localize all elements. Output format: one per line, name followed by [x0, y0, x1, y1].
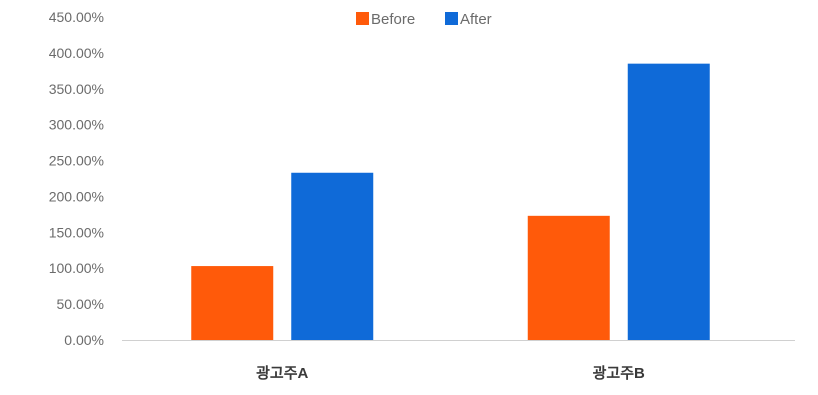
y-tick-label: 250.00%: [49, 153, 104, 169]
bar-before-2: [527, 215, 610, 340]
legend-swatch-after: [445, 12, 458, 25]
bar-before-1: [191, 266, 274, 340]
legend-swatch-before: [356, 12, 369, 25]
chart-legend: Before After: [356, 11, 492, 28]
bar-after-2: [627, 63, 710, 341]
x-tick-label: 광고주A: [256, 364, 308, 382]
y-tick-label: 100.00%: [49, 260, 104, 276]
bar-group: [191, 63, 710, 341]
y-tick-label: 0.00%: [64, 332, 104, 348]
legend-label-before: Before: [371, 11, 415, 28]
y-tick-label: 200.00%: [49, 188, 104, 204]
y-tick-label: 450.00%: [49, 9, 104, 25]
y-tick-label: 350.00%: [49, 81, 104, 97]
x-tick-label: 광고주B: [593, 364, 645, 382]
y-tick-label: 150.00%: [49, 224, 104, 240]
y-axis: 0.00% 50.00% 100.00% 150.00% 200.00% 250.00% 3…: [49, 9, 104, 348]
x-axis: 광고주A 광고주B: [256, 364, 645, 382]
y-tick-label: 300.00%: [49, 117, 104, 133]
legend-label-after: After: [460, 11, 492, 28]
y-tick-label: 400.00%: [49, 45, 104, 61]
y-tick-label: 50.00%: [57, 296, 104, 312]
bar-after-1: [291, 172, 374, 340]
